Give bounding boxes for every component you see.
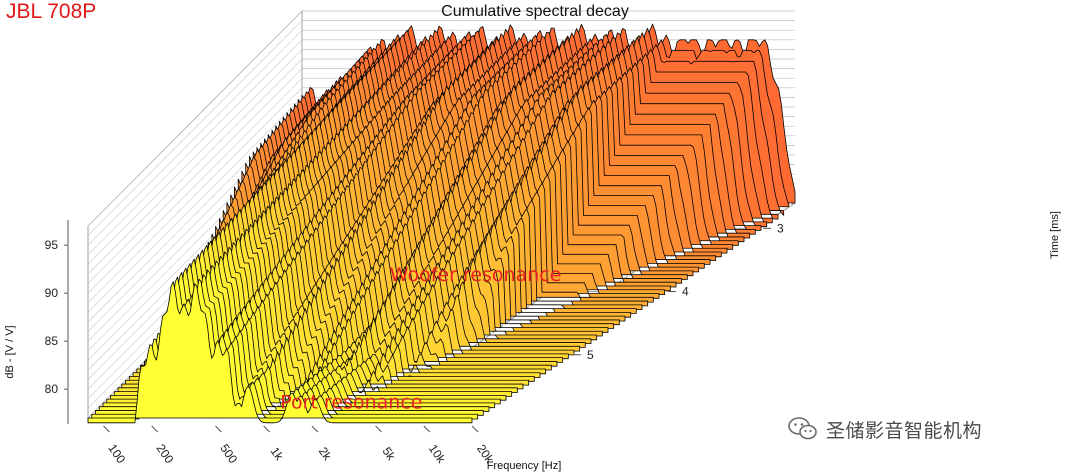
annotation-label: Woofer resonance — [390, 264, 562, 286]
x-axis-tick — [151, 425, 159, 433]
chart-title: Cumulative spectral decay — [441, 3, 629, 20]
z-axis-title: Time [ms] — [1049, 211, 1061, 259]
x-tick-label: 10k — [426, 442, 449, 467]
x-tick-label: 500 — [217, 441, 240, 466]
y-axis-title: dB - [V / V] — [4, 325, 16, 378]
left-wall-gridline — [87, 77, 303, 294]
watermark: 圣储影音智能机构 — [788, 412, 982, 446]
left-wall-gridline — [87, 58, 303, 275]
x-tick-label: 2k — [316, 444, 335, 463]
x-axis-tick — [311, 425, 319, 433]
decay-slices — [87, 23, 796, 424]
x-axis-title: Frequency [Hz] — [487, 460, 562, 472]
x-axis-tick — [103, 425, 110, 433]
z-tick-label: 5 — [587, 348, 594, 362]
watermark-text: 圣储影音智能机构 — [826, 419, 983, 442]
x-axis-tick — [471, 425, 479, 433]
brand-label: JBL 708P — [6, 0, 97, 23]
x-axis-tick — [263, 425, 271, 433]
x-tick-label: 1k — [268, 444, 287, 463]
y-tick-label: 95 — [45, 238, 59, 252]
left-wall-gridline — [87, 49, 303, 265]
left-wall-gridline — [87, 10, 303, 227]
left-wall-gridline — [87, 87, 303, 304]
axis-labels: Frequency [Hz] dB - [V / V] Time [ms] — [4, 211, 1061, 472]
annotation-label: Port resonance — [280, 391, 422, 413]
y-tick-label: 85 — [45, 334, 59, 348]
left-wall-gridline — [87, 68, 303, 284]
x-tick-label: 100 — [105, 441, 128, 466]
left-wall-gridline — [87, 20, 303, 236]
x-tick-label: 5k — [379, 444, 398, 463]
x-axis-tick — [215, 425, 222, 433]
decay-slice — [87, 281, 473, 424]
left-wall-gridline — [87, 39, 303, 256]
x-axis-tick — [375, 425, 382, 433]
left-wall-gridline — [87, 29, 303, 246]
left-wall-gridline — [87, 97, 303, 313]
wechat-icon — [788, 417, 817, 440]
z-tick-label: 4 — [682, 285, 689, 299]
annotations: Woofer resonance Port resonance — [280, 264, 561, 413]
y-tick-label: 90 — [45, 286, 59, 300]
y-tick-label: 80 — [45, 382, 59, 396]
x-axis-tick — [423, 425, 431, 433]
z-tick-label: 3 — [777, 221, 784, 235]
x-tick-label: 200 — [154, 441, 177, 466]
